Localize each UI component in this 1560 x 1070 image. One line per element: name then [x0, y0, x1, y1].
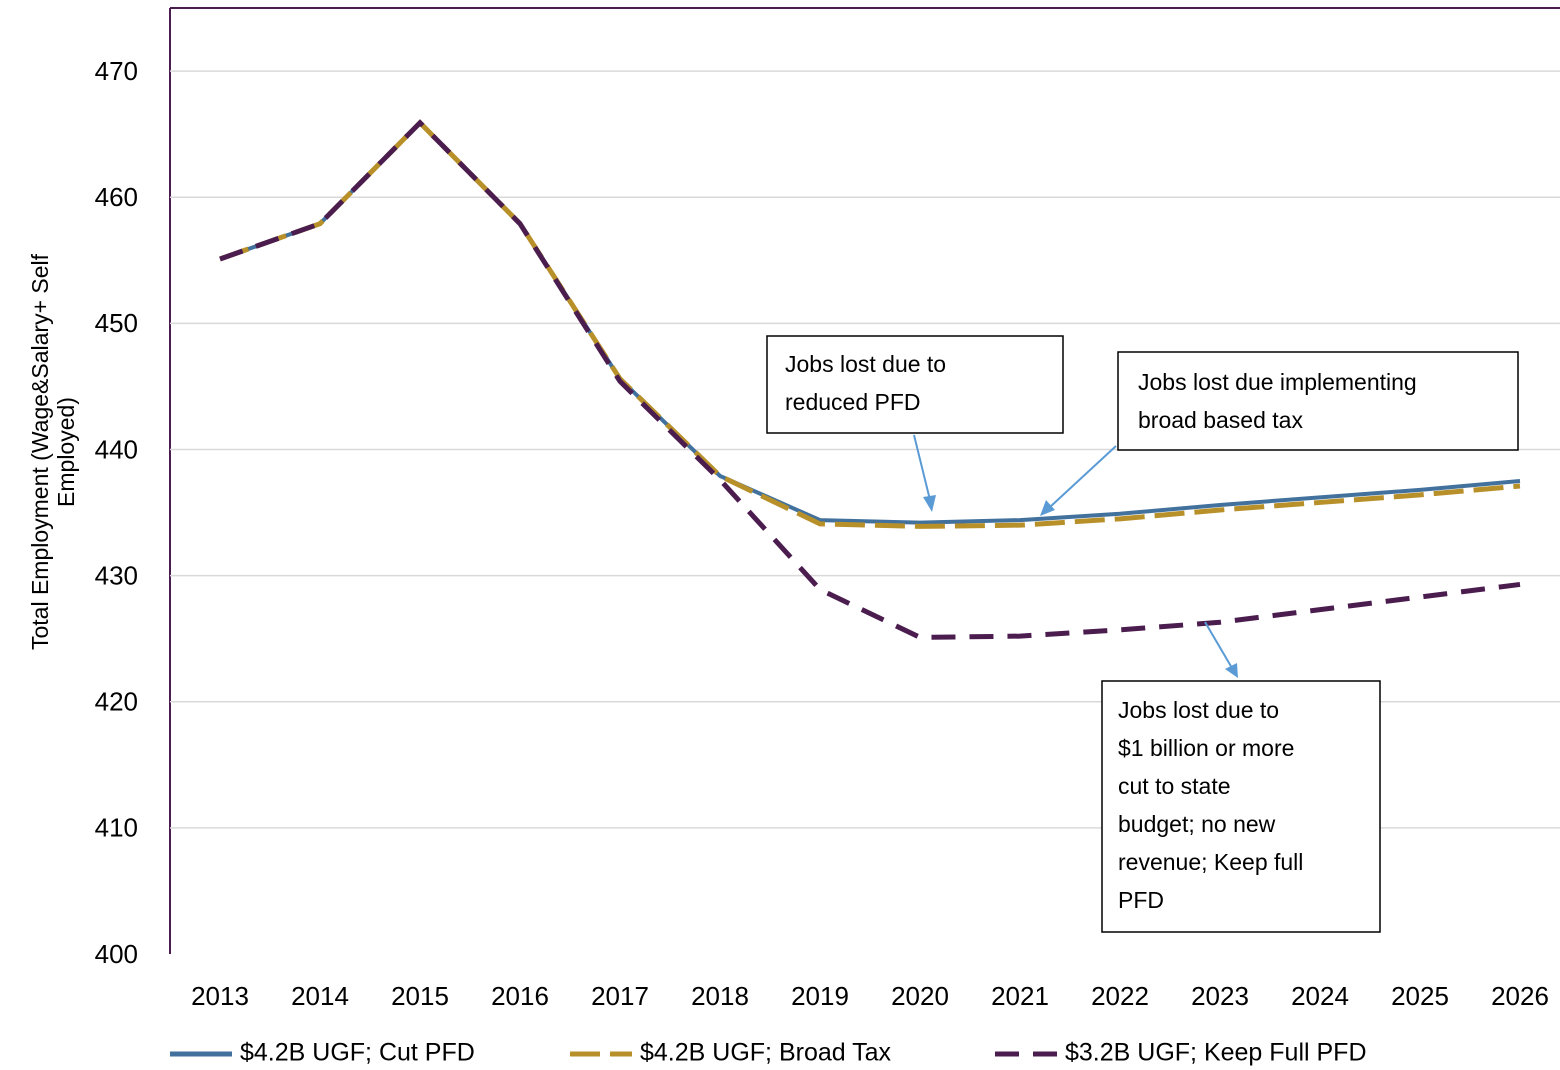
annotation-text: $1 billion or more [1118, 735, 1294, 761]
annotation-text: revenue; Keep full [1118, 849, 1303, 875]
legend: $4.2B UGF; Cut PFD $4.2B UGF; Broad Tax $3… [170, 1039, 1367, 1067]
annotation-2: Jobs lost due implementing broad based t… [1040, 351, 1519, 516]
annotation-text: budget; no new [1118, 811, 1276, 837]
annotation-text: cut to state [1118, 773, 1231, 799]
annotation-text: broad based tax [1138, 407, 1303, 433]
y-axis-title-line: Employed) [53, 397, 79, 507]
grid: 400 410 420 430 440 450 460 470 2013 2014 2015 2016… [95, 56, 1560, 1011]
x-tick-label: 2024 [1291, 981, 1349, 1011]
x-tick-label: 2016 [491, 981, 549, 1011]
y-tick-label: 430 [95, 560, 138, 590]
y-axis-title-line: Total Employment (Wage&Salary+ Self [27, 253, 53, 650]
x-tick-label: 2021 [991, 981, 1049, 1011]
x-tick-label: 2023 [1191, 981, 1249, 1011]
x-tick-label: 2026 [1491, 981, 1549, 1011]
x-tick-label: 2015 [391, 981, 449, 1011]
legend-label: $4.2B UGF; Broad Tax [640, 1039, 892, 1067]
x-tick-label: 2020 [891, 981, 949, 1011]
series-lines [219, 119, 1521, 640]
legend-label: $4.2B UGF; Cut PFD [240, 1039, 475, 1067]
y-tick-label: 400 [95, 939, 138, 969]
annotation-1: Jobs lost due to reduced PFD [766, 335, 1064, 512]
x-tick-label: 2019 [791, 981, 849, 1011]
x-tick-label: 2017 [591, 981, 649, 1011]
annotation-text: Jobs lost due to [1118, 697, 1279, 723]
x-tick-label: 2018 [691, 981, 749, 1011]
x-tick-label: 2013 [191, 981, 249, 1011]
annotation-3: Jobs lost due to $1 billion or more cut … [1101, 621, 1381, 933]
plot-frame [169, 7, 1560, 954]
y-tick-label: 410 [95, 813, 138, 843]
y-tick-label: 420 [95, 687, 138, 717]
annotation-text: Jobs lost due implementing [1138, 369, 1417, 395]
y-axis-title: Total Employment (Wage&Salary+ Self Empl… [27, 253, 79, 650]
y-tick-label: 440 [95, 434, 138, 464]
series-line [219, 119, 1521, 640]
y-tick-label: 460 [95, 182, 138, 212]
x-tick-label: 2022 [1091, 981, 1149, 1011]
annotation-text: reduced PFD [785, 389, 921, 415]
series-line [219, 119, 1521, 529]
annotation-text: Jobs lost due to [785, 351, 946, 377]
legend-label: $3.2B UGF; Keep Full PFD [1065, 1039, 1367, 1067]
y-tick-label: 470 [95, 56, 138, 86]
y-tick-label: 450 [95, 308, 138, 338]
x-tick-label: 2025 [1391, 981, 1449, 1011]
annotation-text: PFD [1118, 887, 1164, 913]
x-tick-label: 2014 [291, 981, 349, 1011]
